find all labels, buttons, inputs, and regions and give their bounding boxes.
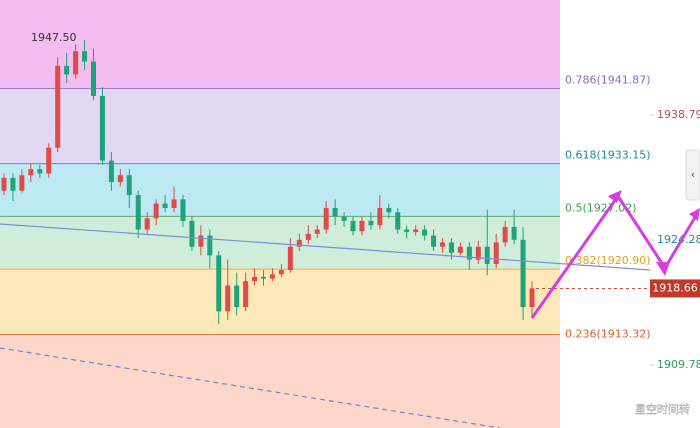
overlay: 0.786(1941.87) 0.618(1933.15) 0.5(1927.02)… xyxy=(31,31,700,371)
fib-zones xyxy=(0,0,560,428)
candle-body xyxy=(108,160,114,183)
candle-body xyxy=(269,274,275,279)
y-tick-label: 1909.78 xyxy=(657,358,700,371)
trend-line xyxy=(0,223,651,271)
fib-label: 0.618(1933.15) xyxy=(565,149,651,162)
arrow-head xyxy=(656,262,670,276)
candle-body xyxy=(278,269,284,275)
candle-body xyxy=(332,207,338,217)
fib-zone xyxy=(0,216,560,270)
candle-body xyxy=(386,207,392,213)
candle-body xyxy=(198,235,204,247)
candle-body xyxy=(287,246,293,270)
candle-body xyxy=(296,239,302,247)
candle-body xyxy=(359,220,365,232)
candle-body xyxy=(37,169,43,174)
fib-label: 0.382(1920.90) xyxy=(565,254,651,267)
candle-body xyxy=(529,288,535,308)
fib-zone xyxy=(0,334,560,428)
candle-body xyxy=(252,276,258,282)
candle-body xyxy=(457,246,463,253)
candle-body xyxy=(64,65,70,75)
fib-zone xyxy=(0,269,560,335)
plot xyxy=(0,39,560,335)
high-label: 1947.50 xyxy=(31,31,77,44)
candle-body xyxy=(502,226,508,243)
candle-body xyxy=(350,220,356,232)
candle-body xyxy=(448,242,454,253)
candle-body xyxy=(431,235,437,247)
last-price-box xyxy=(650,279,700,298)
candle-body xyxy=(162,203,168,208)
candle-body xyxy=(243,281,249,308)
candle-body xyxy=(82,51,88,62)
candle-body xyxy=(314,229,320,234)
candle-body xyxy=(55,65,61,148)
fib-label: 0.786(1941.87) xyxy=(565,73,651,86)
candle-body xyxy=(368,220,374,226)
candle-body xyxy=(413,229,419,233)
candle-body xyxy=(305,233,311,240)
collapse-icon[interactable]: ‹ xyxy=(691,168,695,181)
candle-body xyxy=(189,220,195,247)
candle-body xyxy=(475,246,481,260)
candle-body xyxy=(323,207,329,230)
last-price-label: 1918.66 xyxy=(652,281,698,294)
y-tick-label: 1924.28 xyxy=(657,233,700,246)
candle-body xyxy=(207,235,213,256)
candle-body xyxy=(395,212,401,230)
candle-body xyxy=(19,175,25,191)
candle-body xyxy=(28,169,34,176)
candle-body xyxy=(520,239,526,308)
candle-body xyxy=(440,242,446,247)
candle-body xyxy=(484,246,490,264)
fib-label: 0.5(1927.02) xyxy=(565,201,637,214)
candle-body xyxy=(171,199,177,208)
candle-body xyxy=(153,203,159,219)
candle-body xyxy=(99,95,105,161)
candle-body xyxy=(216,255,222,312)
candle-body xyxy=(1,177,7,191)
fib-zone xyxy=(0,0,560,89)
fib-zone xyxy=(0,163,560,217)
candle-body xyxy=(144,218,150,230)
candle-body xyxy=(225,285,231,312)
candle-body xyxy=(341,216,347,221)
collapse-tab[interactable] xyxy=(685,149,700,201)
candle-body xyxy=(261,276,267,279)
candle-body xyxy=(234,285,240,308)
arrow-head xyxy=(689,208,700,221)
watermark: 星空时间转 xyxy=(635,402,690,416)
y-tick-label: 1938.79 xyxy=(657,108,700,121)
trend-line-dashed xyxy=(0,347,501,428)
candle-body xyxy=(90,61,96,96)
candle-body xyxy=(73,51,79,75)
candle-body xyxy=(126,175,132,196)
candle-body xyxy=(466,246,472,260)
fib-label: 0.236(1913.32) xyxy=(565,327,651,340)
candle-body xyxy=(180,199,186,221)
candle-body xyxy=(493,242,499,264)
arrow-head xyxy=(608,190,622,203)
candle-body xyxy=(46,147,52,174)
projection-arrow xyxy=(530,193,699,319)
candle-body xyxy=(377,207,383,226)
fib-zone xyxy=(0,88,560,164)
candle-body xyxy=(117,175,123,183)
candle-body xyxy=(511,226,517,240)
candle-body xyxy=(135,195,141,230)
candle-body xyxy=(404,229,410,233)
candle-body xyxy=(422,229,428,236)
candle-body xyxy=(10,177,16,191)
